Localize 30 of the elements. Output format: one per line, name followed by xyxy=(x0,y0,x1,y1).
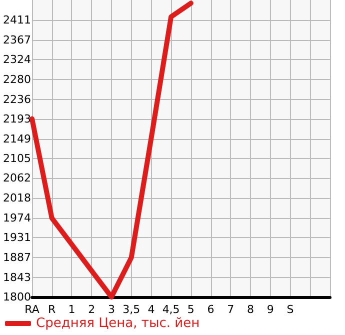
x-tick-label: R xyxy=(48,303,56,316)
y-tick-label: 2367 xyxy=(2,33,31,46)
x-tick-label: 4 xyxy=(148,303,155,316)
y-tick-label: 2324 xyxy=(2,52,31,66)
y-tick-label: 2280 xyxy=(2,72,31,86)
y-tick-label: 2018 xyxy=(2,192,31,205)
y-tick-label: 2193 xyxy=(2,112,31,126)
x-tick-label: 7 xyxy=(227,303,234,316)
legend-label: Средняя Цена, тыс. йен xyxy=(36,316,200,331)
x-tick-label: S xyxy=(286,303,294,316)
x-tick-label: 8 xyxy=(247,303,254,316)
y-tick-label: 1887 xyxy=(2,251,31,264)
y-tick-label: 2105 xyxy=(2,152,31,166)
x-tick-label: 6 xyxy=(207,303,214,316)
x-tick-label: 9 xyxy=(266,303,274,316)
x-tick-label: 3,5 xyxy=(122,303,140,316)
x-tick-label: RA xyxy=(24,303,40,316)
x-tick-label: 2 xyxy=(88,303,96,316)
x-tick-label: 3 xyxy=(108,303,115,316)
y-tick-label: 1800 xyxy=(2,290,31,304)
y-tick-label: 2236 xyxy=(2,92,31,106)
x-tick-label: 1 xyxy=(68,303,76,316)
x-tick-label: 5 xyxy=(187,303,194,316)
y-tick-label: 1843 xyxy=(2,271,31,284)
y-tick-label: 2411 xyxy=(2,13,31,26)
y-tick-label: 2062 xyxy=(2,172,31,185)
y-tick-label: 2149 xyxy=(2,132,31,146)
x-tick-label: 4,5 xyxy=(162,303,180,316)
y-tick-label: 1974 xyxy=(2,212,31,225)
y-tick-label: 1931 xyxy=(2,231,31,244)
